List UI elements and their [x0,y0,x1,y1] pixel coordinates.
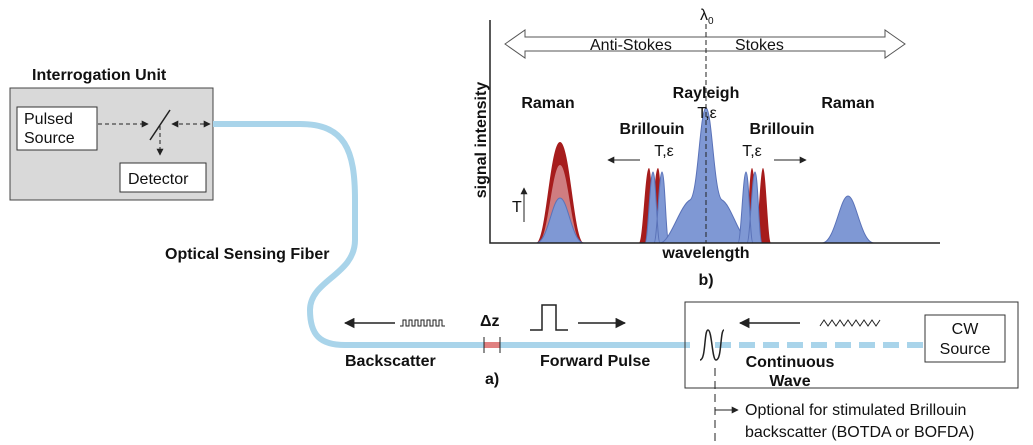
lambda-sub: 0 [708,16,714,27]
backscatter-signal [400,319,445,327]
backscatter-label: Backscatter [345,353,436,370]
pulse-shape [530,304,568,331]
beam-splitter [149,109,171,141]
cw-label: Continuous [746,354,835,371]
fiber-label: Optical Sensing Fiber [165,246,329,263]
brillouin-label: Brillouin [750,121,815,138]
lambda: λ [700,7,708,24]
t-label: T [512,199,522,216]
coupler [699,329,725,361]
forward-pulse-label: Forward Pulse [540,353,650,370]
optional-note: Optional for stimulated Brillouin [745,402,966,419]
x-axis-label: wavelength [661,245,749,262]
rayleigh-label: Rayleigh [673,85,740,102]
anti-stokes-label: Anti-Stokes [590,37,672,54]
brillouin-label: Brillouin [620,121,685,138]
brillouin-peak [644,171,670,244]
fiber [213,121,690,348]
brillouin-param: T,ε [654,143,674,160]
axes [489,20,940,244]
cw-source-box [924,314,1006,363]
optional-note: backscatter (BOTDA or BOFDA) [745,424,974,441]
raman-peak [821,195,875,244]
cw-source-label: Source [940,341,991,358]
stokes-label: Stokes [735,37,784,54]
raman-peak-cold [535,197,585,244]
cw-label: Wave [769,373,810,390]
brillouin-param: T,ε [742,143,762,160]
unit-title: Interrogation Unit [32,67,167,84]
cw-source-label: CW [952,321,980,338]
detector-label: Detector [128,171,189,188]
delta-z-label: Δz [480,313,500,330]
raman-label: Raman [521,95,574,112]
cw-signal [819,319,881,327]
source-label: Pulsed [24,111,73,128]
brillouin-peak [737,171,763,244]
raman-label: Raman [821,95,874,112]
source-label: Source [24,130,75,147]
source-box [16,106,98,151]
y-axis-label: signal intensity [473,82,490,199]
panel-label: b) [698,272,713,289]
rayleigh-param: T,ε [697,105,717,122]
lambda-label: λ0 [700,7,714,27]
panel-label: a) [485,371,499,388]
cw-box [684,301,1019,389]
detector-box [119,162,207,193]
direction-arrow [504,29,906,59]
